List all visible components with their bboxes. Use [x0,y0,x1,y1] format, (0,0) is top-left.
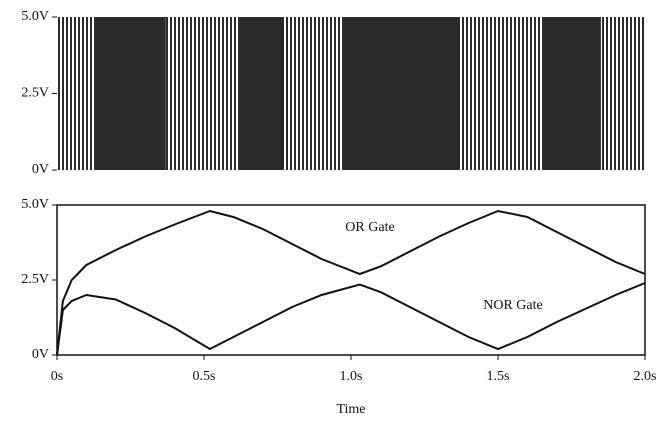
y-tick-label: 2.5V [21,86,49,101]
x-tick-label: 1.0s [340,369,363,384]
series-label: NOR Gate [483,298,543,313]
y-tick-label: 5.0V [21,197,49,212]
switching-region [166,17,240,170]
y-tick-label: 5.0V [21,9,49,24]
y-tick-label: 2.5V [21,272,49,287]
x-axis-label: Time [336,402,365,417]
switching-region [460,17,542,170]
x-tick-label: 1.5s [487,369,510,384]
switching-region [57,17,95,170]
plot-background [57,17,645,170]
chart: 0V 2.5V 5.0V 0s 0.5s 1.0s 1.5s 2.0s Time OR Gate N… [0,0,665,426]
x-tick-label: 2.0s [634,369,657,384]
series-label: OR Gate [345,220,394,235]
x-tick-label: 0s [51,369,63,384]
line-series [57,283,645,355]
switching-region [283,17,342,170]
y-tick-label: 0V [32,162,49,177]
y-tick-label: 0V [32,347,49,362]
x-tick-label: 0.5s [193,369,216,384]
switching-region [601,17,645,170]
